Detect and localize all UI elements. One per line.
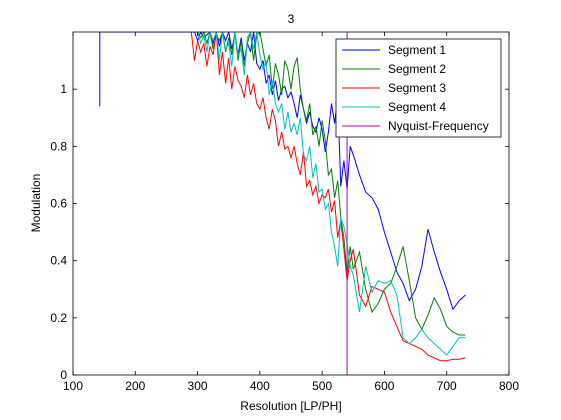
legend: Segment 1 Segment 2 Segment 3 Segment 4 Nyqu…: [335, 38, 502, 138]
x-tick-label: 800: [499, 379, 519, 393]
legend-label: Segment 1: [388, 43, 446, 57]
x-tick-label: 700: [437, 379, 457, 393]
x-tick-label: 200: [125, 379, 145, 393]
x-tick-label: 500: [312, 379, 332, 393]
series-layer: [99, 32, 466, 375]
x-axis: 100 200 300 400 500 600 700 800: [63, 32, 519, 393]
y-axis-label: Modulation: [29, 174, 43, 233]
x-tick-label: 600: [374, 379, 394, 393]
x-tick-label: 300: [188, 379, 208, 393]
legend-label: Segment 4: [388, 100, 446, 114]
y-axis: 0 0.2 0.4 0.6 0.8 1: [50, 82, 509, 382]
legend-label: Segment 3: [388, 81, 446, 95]
x-axis-label: Resolution [LP/PH]: [240, 399, 341, 413]
y-tick-label: 1: [60, 82, 67, 96]
y-tick-label: 0.4: [50, 254, 67, 268]
y-tick-label: 0: [60, 368, 67, 382]
chart-title: 3: [288, 12, 295, 26]
legend-label: Segment 2: [388, 62, 446, 76]
y-tick-label: 0.6: [50, 197, 67, 211]
series-line-segment-3: [190, 32, 466, 362]
series-line-segment-1: [99, 32, 466, 311]
x-tick-label: 400: [250, 379, 270, 393]
series-line-segment-2: [197, 32, 466, 336]
y-tick-label: 0.2: [50, 311, 67, 325]
x-tick-label: 100: [63, 379, 83, 393]
legend-label: Nyquist-Frequency: [388, 119, 489, 133]
series-line-segment-4: [197, 32, 466, 356]
y-tick-label: 0.8: [50, 139, 67, 153]
